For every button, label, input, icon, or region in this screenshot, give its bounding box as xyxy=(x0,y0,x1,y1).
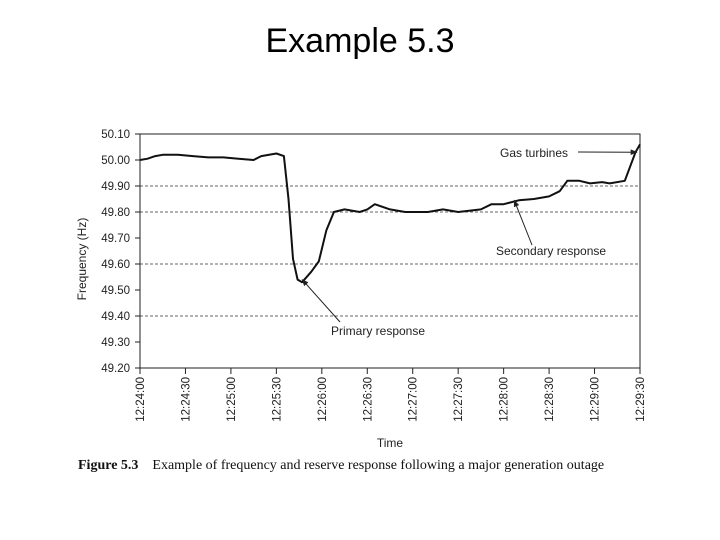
x-tick-label-1: 12:24:30 xyxy=(180,377,192,422)
x-tick-label-8: 12:28:00 xyxy=(499,377,511,422)
annotation-arrow-1 xyxy=(513,199,533,246)
x-tick-label-0: 12:24:00 xyxy=(135,377,147,422)
x-tick-label-11: 12:29:30 xyxy=(635,377,647,422)
frequency-line-0 xyxy=(139,143,641,284)
y-tick-label-5: 49.70 xyxy=(101,233,130,245)
figure-number: Figure 5.3 xyxy=(78,458,139,473)
y-tick-label-8: 50.00 xyxy=(101,155,130,167)
x-tick-label-10: 12:29:00 xyxy=(590,377,602,422)
y-tick-label-2: 49.40 xyxy=(101,311,130,323)
x-tick-label-7: 12:27:30 xyxy=(453,377,465,422)
plot-frame xyxy=(139,133,641,369)
slide-title: Example 5.3 xyxy=(265,22,455,60)
y-axis-label: Frequency (Hz) xyxy=(75,218,89,301)
annotation-label-0: Gas turbines xyxy=(500,146,568,160)
y-tick-label-3: 49.50 xyxy=(101,285,130,297)
y-tick-label-9: 50.10 xyxy=(101,129,130,141)
annotation-label-1: Secondary response xyxy=(496,244,606,258)
x-tick-label-9: 12:28:30 xyxy=(544,377,556,422)
figure-caption: Figure 5.3 Example of frequency and reser… xyxy=(78,458,698,474)
x-tick-label-5: 12:26:30 xyxy=(362,377,374,422)
x-tick-label-4: 12:26:00 xyxy=(317,377,329,422)
y-tick-label-0: 49.20 xyxy=(101,363,130,375)
y-tick-label-4: 49.60 xyxy=(101,259,130,271)
x-tick-label-2: 12:25:00 xyxy=(226,377,238,422)
y-tick-label-6: 49.80 xyxy=(101,207,130,219)
annotation-arrow-2 xyxy=(301,279,341,323)
x-axis-label: Time xyxy=(377,436,404,450)
y-tick-label-1: 49.30 xyxy=(101,337,130,349)
x-tick-label-3: 12:25:30 xyxy=(271,377,283,422)
y-tick-label-7: 49.90 xyxy=(101,181,130,193)
x-tick-label-6: 12:27:00 xyxy=(408,377,420,422)
annotation-label-2: Primary response xyxy=(331,324,425,338)
figure-caption-text: Example of frequency and reserve respons… xyxy=(152,458,605,473)
